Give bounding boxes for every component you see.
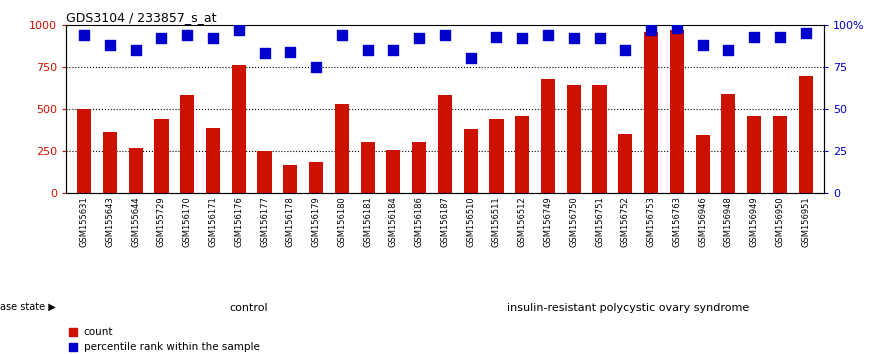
- Point: [773, 34, 787, 39]
- Text: GSM155729: GSM155729: [157, 196, 166, 246]
- Text: GSM156176: GSM156176: [234, 196, 243, 247]
- Point: [438, 32, 452, 38]
- Text: insulin-resistant polycystic ovary syndrome: insulin-resistant polycystic ovary syndr…: [507, 303, 749, 313]
- Text: GSM156749: GSM156749: [544, 196, 552, 247]
- Point: [696, 42, 710, 48]
- Text: GSM156180: GSM156180: [337, 196, 346, 247]
- Bar: [644, 32, 658, 193]
- Point: [232, 27, 246, 33]
- Bar: [412, 142, 426, 193]
- Text: GSM155643: GSM155643: [106, 196, 115, 247]
- Bar: [283, 165, 298, 193]
- Point: [566, 35, 581, 41]
- Bar: [515, 115, 529, 193]
- Text: GSM156752: GSM156752: [621, 196, 630, 247]
- Text: GSM156512: GSM156512: [518, 196, 527, 246]
- Bar: [103, 132, 117, 193]
- Text: GSM156178: GSM156178: [285, 196, 295, 247]
- Text: GSM156187: GSM156187: [440, 196, 449, 247]
- Text: GSM156946: GSM156946: [698, 196, 707, 247]
- Point: [747, 34, 761, 39]
- Bar: [463, 129, 478, 193]
- Text: GSM156763: GSM156763: [672, 196, 681, 247]
- Point: [283, 49, 297, 55]
- Point: [339, 276, 353, 282]
- Text: GDS3104 / 233857_s_at: GDS3104 / 233857_s_at: [66, 11, 217, 24]
- Bar: [695, 135, 710, 193]
- Text: GSM156950: GSM156950: [775, 196, 784, 246]
- Bar: [257, 151, 271, 193]
- Bar: [592, 85, 607, 193]
- Text: GSM156184: GSM156184: [389, 196, 398, 247]
- Point: [722, 47, 736, 53]
- Bar: [309, 162, 323, 193]
- Text: GSM156170: GSM156170: [182, 196, 192, 247]
- Point: [618, 47, 633, 53]
- Point: [103, 42, 117, 48]
- Text: control: control: [230, 303, 269, 313]
- Bar: [206, 128, 220, 193]
- Text: GSM156951: GSM156951: [801, 196, 811, 246]
- Point: [335, 32, 349, 38]
- Text: GSM156753: GSM156753: [647, 196, 655, 247]
- Bar: [798, 76, 813, 193]
- Point: [670, 25, 684, 31]
- Point: [129, 47, 143, 53]
- Text: disease state ▶: disease state ▶: [0, 301, 56, 312]
- Bar: [129, 148, 143, 193]
- Bar: [670, 30, 684, 193]
- Bar: [489, 119, 504, 193]
- Bar: [386, 150, 401, 193]
- Point: [412, 35, 426, 41]
- Bar: [618, 134, 633, 193]
- Text: count: count: [84, 327, 113, 337]
- Point: [386, 47, 400, 53]
- Text: GSM155631: GSM155631: [79, 196, 89, 247]
- Bar: [722, 94, 736, 193]
- Point: [309, 64, 323, 70]
- Point: [515, 35, 529, 41]
- Point: [541, 32, 555, 38]
- Text: percentile rank within the sample: percentile rank within the sample: [84, 342, 260, 352]
- Point: [463, 56, 478, 61]
- Point: [593, 35, 607, 41]
- Text: GSM156510: GSM156510: [466, 196, 475, 246]
- Bar: [747, 115, 761, 193]
- Point: [154, 35, 168, 41]
- Text: GSM156511: GSM156511: [492, 196, 501, 246]
- Text: GSM156177: GSM156177: [260, 196, 269, 247]
- Bar: [566, 85, 581, 193]
- Point: [257, 51, 271, 56]
- Point: [799, 30, 813, 36]
- Bar: [335, 104, 349, 193]
- Point: [644, 27, 658, 33]
- Bar: [773, 115, 787, 193]
- Bar: [438, 95, 452, 193]
- Bar: [541, 79, 555, 193]
- Bar: [154, 119, 168, 193]
- Point: [180, 32, 194, 38]
- Point: [360, 47, 374, 53]
- Point: [339, 139, 353, 145]
- Bar: [77, 109, 92, 193]
- Point: [206, 35, 220, 41]
- Point: [77, 32, 91, 38]
- Point: [490, 34, 504, 39]
- Text: GSM156751: GSM156751: [595, 196, 604, 247]
- Text: GSM156181: GSM156181: [363, 196, 372, 247]
- Text: GSM156186: GSM156186: [415, 196, 424, 247]
- Text: GSM156171: GSM156171: [209, 196, 218, 247]
- Bar: [180, 95, 195, 193]
- Text: GSM155644: GSM155644: [131, 196, 140, 246]
- Text: GSM156179: GSM156179: [312, 196, 321, 247]
- Bar: [232, 65, 246, 193]
- Text: GSM156750: GSM156750: [569, 196, 578, 247]
- Bar: [360, 142, 374, 193]
- Text: GSM156948: GSM156948: [724, 196, 733, 247]
- Text: GSM156949: GSM156949: [750, 196, 759, 246]
